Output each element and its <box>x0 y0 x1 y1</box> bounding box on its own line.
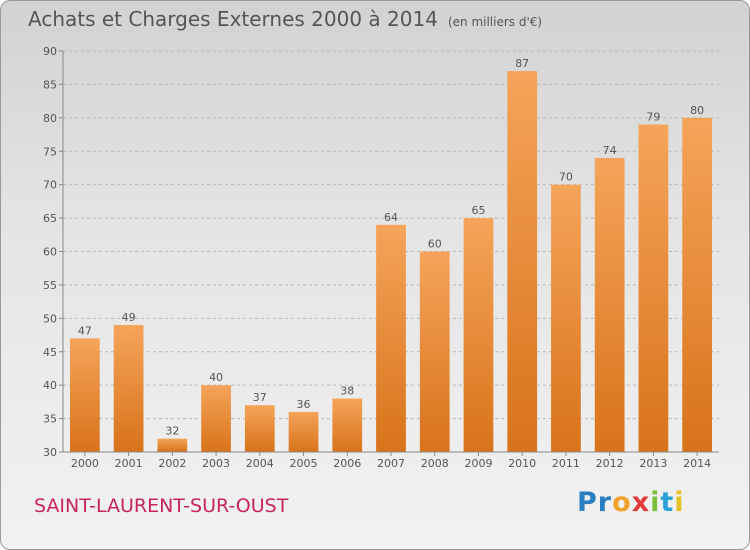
y-tick-label: 80 <box>43 112 57 125</box>
x-tick-label: 2014 <box>683 457 711 470</box>
logo-letter: o <box>612 487 632 518</box>
axes: 30 35 40 45 50 55 60 65 70 75 80 85 90 2000 2001 2002 20… <box>43 45 719 470</box>
x-tick-label: 2013 <box>639 457 667 470</box>
bar-2014 <box>682 117 713 452</box>
x-tick-label: 2009 <box>464 457 492 470</box>
x-tick-label: 2002 <box>158 457 186 470</box>
x-tick-label: 2008 <box>421 457 449 470</box>
y-tick-label: 45 <box>43 346 57 359</box>
logo-letter: i <box>650 487 661 518</box>
bar-2000 <box>69 338 100 452</box>
bar-2012 <box>594 157 625 452</box>
logo-letter: r <box>597 487 613 518</box>
commune-name: SAINT-LAURENT-SUR-OUST <box>34 495 289 517</box>
bar-value-label: 60 <box>428 238 442 251</box>
x-tick-label: 2005 <box>290 457 318 470</box>
x-tick-label: 2001 <box>115 457 143 470</box>
y-tick-label: 70 <box>43 179 57 192</box>
x-tick-label: 2004 <box>246 457 274 470</box>
bar-2010 <box>507 71 538 453</box>
logo-letter: t <box>660 487 675 518</box>
x-tick-label: 2003 <box>202 457 230 470</box>
bars: 47 49 32 40 37 36 38 64 60 65 87 70 74 79 80 <box>69 57 713 453</box>
y-tick-label: 40 <box>43 379 57 392</box>
logo-letter: x <box>631 487 651 518</box>
bar-value-label: 36 <box>297 398 311 411</box>
bar-2001 <box>113 325 144 452</box>
bar-value-label: 65 <box>471 204 485 217</box>
y-tick-label: 85 <box>43 78 57 91</box>
logo-letter: P <box>577 487 598 518</box>
x-tick-label: 2007 <box>377 457 405 470</box>
x-tick-label: 2000 <box>71 457 99 470</box>
bar-value-label: 40 <box>209 371 223 384</box>
y-tick-label: 65 <box>43 212 57 225</box>
bar-value-label: 74 <box>603 144 617 157</box>
bar-value-label: 64 <box>384 211 398 224</box>
y-tick-label: 35 <box>43 413 57 426</box>
bar-2009 <box>463 218 494 452</box>
proxiti-logo: Proxiti <box>577 487 685 518</box>
bar-2013 <box>638 124 669 453</box>
bar-2004 <box>244 405 275 452</box>
bar-value-label: 79 <box>646 111 660 124</box>
chart-title-text: Achats et Charges Externes 2000 à 2014 <box>28 7 438 31</box>
bar-2011 <box>551 184 581 452</box>
x-tick-label: 2010 <box>508 457 536 470</box>
y-tick-label: 75 <box>43 145 57 158</box>
bar-2003 <box>201 385 231 452</box>
y-tick-label: 60 <box>43 246 57 259</box>
x-tick-label: 2012 <box>596 457 624 470</box>
y-tick-label: 90 <box>43 45 57 58</box>
bar-value-label: 87 <box>515 57 529 70</box>
bar-2002 <box>157 438 188 452</box>
chart-title: Achats et Charges Externes 2000 à 2014 (e… <box>28 7 542 31</box>
bar-value-label: 47 <box>78 324 92 337</box>
chart-subtitle: (en milliers d'€) <box>447 15 543 29</box>
bar-value-label: 38 <box>340 385 354 398</box>
bar-value-label: 37 <box>253 391 267 404</box>
bar-2007 <box>376 224 406 452</box>
bar-value-label: 70 <box>559 171 573 184</box>
y-tick-label: 55 <box>43 279 57 292</box>
logo-letter: i <box>674 487 685 518</box>
bar-value-label: 80 <box>690 104 704 117</box>
x-tick-label: 2006 <box>333 457 361 470</box>
bar-2008 <box>419 251 450 452</box>
bar-2005 <box>288 411 319 452</box>
bar-2006 <box>332 398 363 452</box>
bar-value-label: 32 <box>165 425 179 438</box>
y-tick-label: 50 <box>43 312 57 325</box>
y-tick-label: 30 <box>43 446 57 459</box>
bar-value-label: 49 <box>122 311 136 324</box>
x-tick-label: 2011 <box>552 457 580 470</box>
